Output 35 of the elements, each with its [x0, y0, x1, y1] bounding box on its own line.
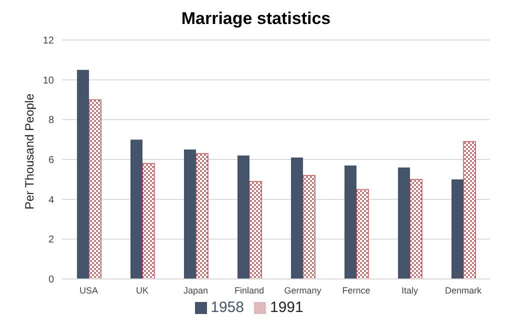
y-tick-label: 2: [48, 234, 54, 246]
y-tick-label: 8: [48, 115, 54, 126]
x-tick-label: USA: [79, 285, 98, 296]
y-tick-label: 12: [42, 36, 54, 47]
x-tick-label: UK: [136, 285, 149, 296]
y-axis-title: Per Thousand People: [22, 93, 36, 210]
bar: [142, 163, 155, 279]
bar: [356, 189, 369, 279]
bar: [88, 99, 102, 279]
x-tick-label: Fernce: [342, 285, 370, 296]
bar: [237, 156, 250, 279]
bar: [196, 153, 208, 279]
legend-label: 1991: [270, 299, 304, 316]
bar: [130, 140, 142, 279]
x-tick-label: Japan: [183, 285, 208, 296]
bar: [76, 70, 89, 279]
bar: [410, 179, 422, 279]
bar: [302, 175, 316, 279]
y-tick-label: 4: [48, 194, 54, 206]
bar: [184, 150, 196, 279]
y-tick-label: 10: [42, 75, 54, 86]
y-tick-label: 6: [48, 155, 54, 166]
bar: [290, 158, 303, 279]
bar: [463, 141, 476, 279]
x-tick-label: Italy: [401, 285, 418, 296]
bar: [344, 165, 356, 279]
bar: [398, 167, 410, 279]
x-tick-label: Germany: [284, 285, 322, 296]
y-tick-label: 0: [48, 274, 54, 286]
x-tick-label: Finland: [234, 285, 264, 296]
bar: [249, 181, 262, 279]
chart-title: Marriage statistics: [180, 8, 332, 30]
legend-label: 1958: [210, 299, 244, 316]
x-tick-label: Denmark: [444, 285, 482, 296]
bar: [451, 179, 464, 279]
